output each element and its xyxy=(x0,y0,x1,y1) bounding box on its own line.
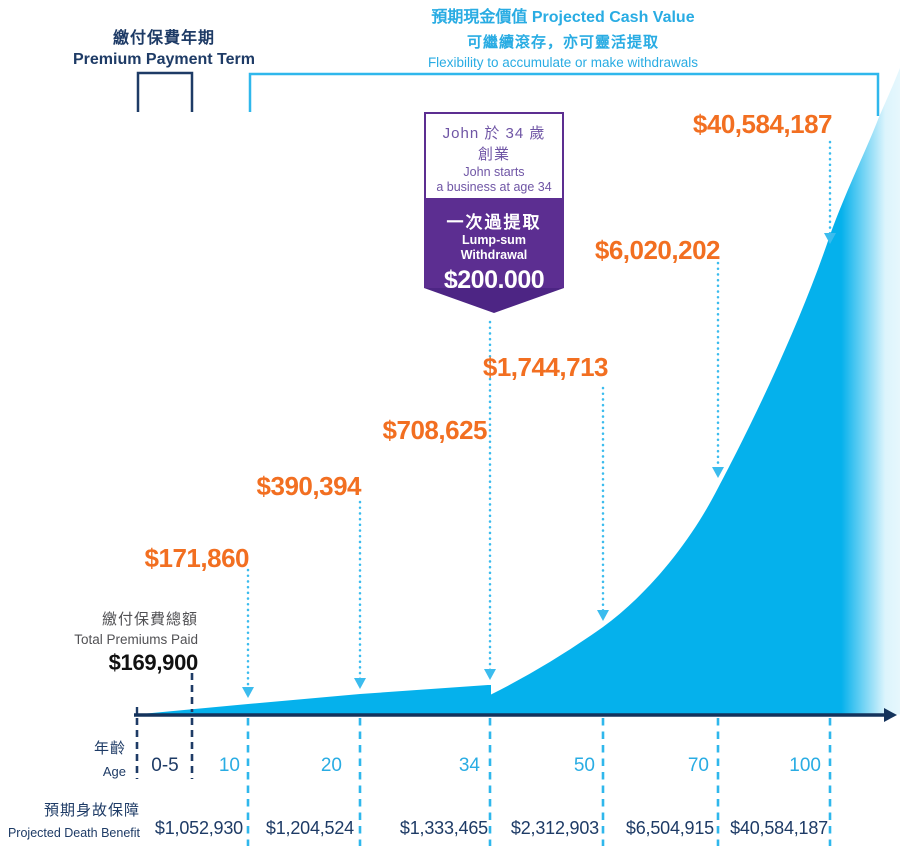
x-axis-arrowhead-icon xyxy=(884,708,897,722)
event-text-zh-2: 創業 xyxy=(477,146,510,163)
death-benefit-value: $1,204,524 xyxy=(265,818,354,838)
death-benefit-value: $2,312,903 xyxy=(510,818,599,838)
down-arrowhead-icon xyxy=(242,687,254,698)
total-premiums-label-zh: 繳付保費總額 xyxy=(101,611,198,628)
event-text-en-2: a business at age 34 xyxy=(436,180,552,194)
cash-value-label: $171,860 xyxy=(144,543,250,573)
withdrawal-label-en-1: Lump-sum xyxy=(462,233,526,247)
age-label-en: Age xyxy=(102,764,126,779)
event-badge: John 於 34 歲 創業 John starts a business at… xyxy=(424,112,564,313)
withdrawal-box: 一次過提取 Lump-sum Withdrawal $200,000 xyxy=(424,200,564,294)
total-premiums-label-en: Total Premiums Paid xyxy=(74,632,198,647)
age-tick-0-5: 0-5 xyxy=(151,755,179,776)
age-tick-50: 50 xyxy=(573,755,595,776)
cash-value-subtitle-en: Flexibility to accumulate or make withdr… xyxy=(427,55,699,70)
total-premiums-amount: $169,900 xyxy=(108,650,199,675)
cash-value-bracket xyxy=(248,72,880,116)
cash-value-subtitle-zh: 可繼續滾存，亦可靈活提取 xyxy=(466,34,659,51)
age-tick-70: 70 xyxy=(687,755,709,776)
cash-value-label: $390,394 xyxy=(256,471,362,501)
withdrawal-label-zh: 一次過提取 xyxy=(446,213,542,232)
death-benefit-value: $6,504,915 xyxy=(625,818,714,838)
death-benefit-value: $1,052,930 xyxy=(154,818,243,838)
age-axis-caption: 年齡 Age xyxy=(94,737,126,779)
cash-value-header: 預期現金價值 Projected Cash Value 可繼續滾存，亦可靈活提取… xyxy=(313,3,813,70)
age-tick-100: 100 xyxy=(789,755,821,776)
cash-value-label: $708,625 xyxy=(382,415,488,445)
withdrawal-label-en-2: Withdrawal xyxy=(460,248,528,262)
premium-term-header: 繳付保費年期 Premium Payment Term xyxy=(39,24,289,69)
death-benefit-value: $40,584,187 xyxy=(730,818,828,838)
total-premiums-block: 繳付保費總額 Total Premiums Paid $169,900 xyxy=(74,608,198,676)
cash-value-label: $40,584,187 xyxy=(692,109,833,139)
cash-value-title: 預期現金價值 Projected Cash Value xyxy=(431,9,695,26)
down-arrowhead-icon xyxy=(712,467,724,478)
cash-value-label: $6,020,202 xyxy=(594,235,721,265)
age-tick-10: 10 xyxy=(218,755,240,776)
premium-term-title-zh: 繳付保費年期 xyxy=(112,30,215,47)
down-arrowhead-icon xyxy=(597,610,609,621)
cash-value-area xyxy=(136,68,900,715)
cash-value-label: $1,744,713 xyxy=(482,352,609,382)
event-badge-top: John 於 34 歲 創業 John starts a business at… xyxy=(424,112,564,200)
down-arrowhead-icon xyxy=(354,678,366,689)
death-benefit-caption: 預期身故保障 Projected Death Benefit xyxy=(8,799,140,840)
badge-pointer-icon xyxy=(424,288,564,313)
age-tick-20: 20 xyxy=(320,755,342,776)
event-text-en-1: John starts xyxy=(463,165,525,179)
death-benefit-value: $1,333,465 xyxy=(399,818,488,838)
age-label-zh: 年齡 xyxy=(93,740,126,757)
down-arrowhead-icon xyxy=(824,233,836,244)
event-text-zh-1: John 於 34 歲 xyxy=(442,125,546,142)
premium-term-title-en: Premium Payment Term xyxy=(73,51,255,68)
death-benefit-label-en: Projected Death Benefit xyxy=(7,826,140,840)
premium-term-bracket xyxy=(136,71,194,112)
down-arrowhead-icon xyxy=(484,669,496,680)
age-tick-34: 34 xyxy=(458,755,480,776)
death-benefit-label-zh: 預期身故保障 xyxy=(43,802,140,819)
